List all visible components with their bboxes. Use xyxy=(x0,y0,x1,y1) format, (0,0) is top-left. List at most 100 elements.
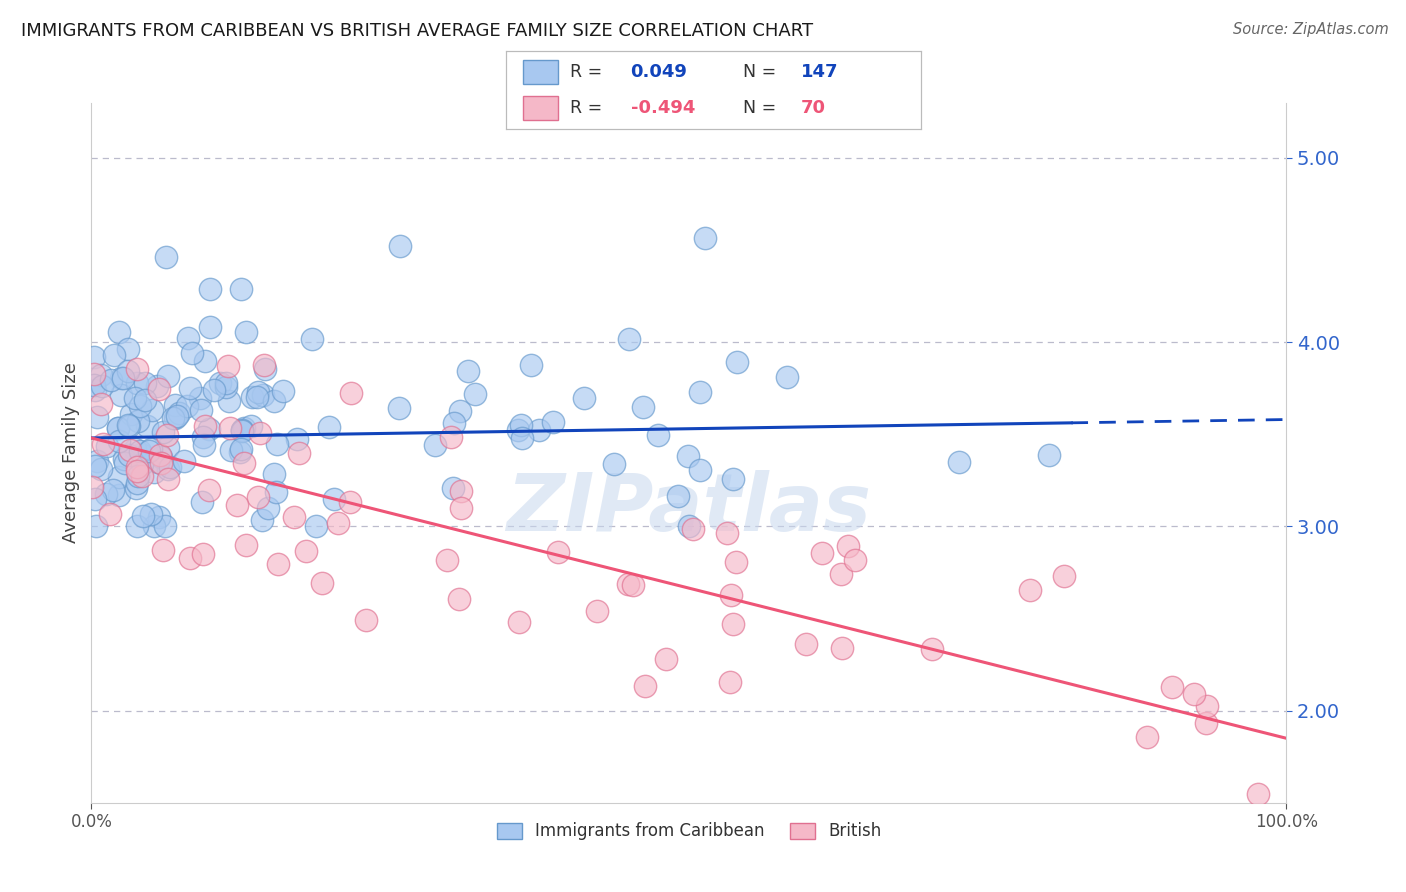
Point xyxy=(249,425,271,440)
Point xyxy=(83,491,105,506)
Point xyxy=(235,325,257,339)
Point xyxy=(193,438,215,452)
Point xyxy=(676,449,699,463)
Point xyxy=(191,495,214,509)
Point xyxy=(247,385,270,400)
Text: Source: ZipAtlas.com: Source: ZipAtlas.com xyxy=(1233,22,1389,37)
Text: 147: 147 xyxy=(800,62,838,80)
Text: 0.049: 0.049 xyxy=(630,62,688,80)
Point xyxy=(810,546,832,560)
Point xyxy=(232,420,254,434)
Point xyxy=(231,423,253,437)
Point xyxy=(328,516,350,530)
Point xyxy=(775,369,797,384)
Point xyxy=(231,282,253,296)
Point xyxy=(263,393,285,408)
Point xyxy=(723,471,745,485)
Point xyxy=(153,519,176,533)
Point xyxy=(226,498,249,512)
Point xyxy=(129,447,152,461)
Text: R =: R = xyxy=(571,99,603,117)
Point xyxy=(1160,680,1182,694)
Point xyxy=(177,331,200,345)
Point xyxy=(844,552,866,566)
Point xyxy=(156,428,179,442)
Point xyxy=(107,421,129,435)
Point xyxy=(837,539,859,553)
Point xyxy=(86,409,108,424)
Point xyxy=(110,388,132,402)
Legend: Immigrants from Caribbean, British: Immigrants from Caribbean, British xyxy=(491,815,887,847)
Point xyxy=(112,371,135,385)
Point xyxy=(311,576,333,591)
FancyBboxPatch shape xyxy=(523,61,558,84)
Point xyxy=(117,417,139,432)
Point xyxy=(125,481,148,495)
Point xyxy=(678,519,700,533)
Point xyxy=(114,456,136,470)
Point xyxy=(443,416,465,430)
Point xyxy=(1247,787,1270,801)
Point xyxy=(388,238,411,252)
Point xyxy=(110,371,132,385)
Point xyxy=(520,358,543,372)
Point xyxy=(725,355,748,369)
Point xyxy=(108,434,131,449)
Point xyxy=(267,557,290,571)
Point xyxy=(132,509,155,524)
Point xyxy=(388,401,411,415)
Point xyxy=(129,400,152,414)
Point xyxy=(155,250,177,264)
Point xyxy=(118,443,141,458)
Point xyxy=(305,519,328,533)
Point xyxy=(127,376,149,391)
Point xyxy=(83,458,105,473)
Point xyxy=(179,551,201,566)
Point xyxy=(439,430,461,444)
Point xyxy=(231,424,253,438)
Point xyxy=(654,652,676,666)
Point xyxy=(98,507,121,521)
Point xyxy=(509,417,531,432)
Point xyxy=(356,613,378,627)
Point xyxy=(1018,582,1040,597)
Point xyxy=(96,439,118,453)
Point xyxy=(449,403,471,417)
Text: ZIPatlas: ZIPatlas xyxy=(506,470,872,548)
Point xyxy=(695,231,717,245)
Point xyxy=(90,462,112,476)
Point xyxy=(117,342,139,356)
Point xyxy=(107,420,129,434)
Point xyxy=(179,381,201,395)
Point xyxy=(100,373,122,387)
Point xyxy=(631,401,654,415)
Point xyxy=(127,476,149,491)
Point xyxy=(617,332,640,346)
Point xyxy=(190,403,212,417)
Point xyxy=(202,383,225,397)
Point xyxy=(103,348,125,362)
Point xyxy=(218,420,240,434)
Point xyxy=(634,679,657,693)
Point xyxy=(831,640,853,655)
Point xyxy=(208,376,231,391)
Point xyxy=(263,467,285,481)
Point xyxy=(450,483,472,498)
Point xyxy=(794,637,817,651)
Point xyxy=(441,482,464,496)
Point xyxy=(215,380,238,394)
Point xyxy=(112,451,135,466)
Point xyxy=(457,364,479,378)
Point xyxy=(117,418,139,433)
Point xyxy=(173,453,195,467)
Point xyxy=(253,358,276,372)
Point xyxy=(127,414,149,428)
Point xyxy=(125,464,148,478)
Point xyxy=(101,483,124,498)
Point xyxy=(447,591,470,606)
Point xyxy=(83,367,105,381)
Point xyxy=(156,461,179,475)
Point xyxy=(131,469,153,483)
Point xyxy=(149,448,172,462)
Point xyxy=(127,362,149,376)
